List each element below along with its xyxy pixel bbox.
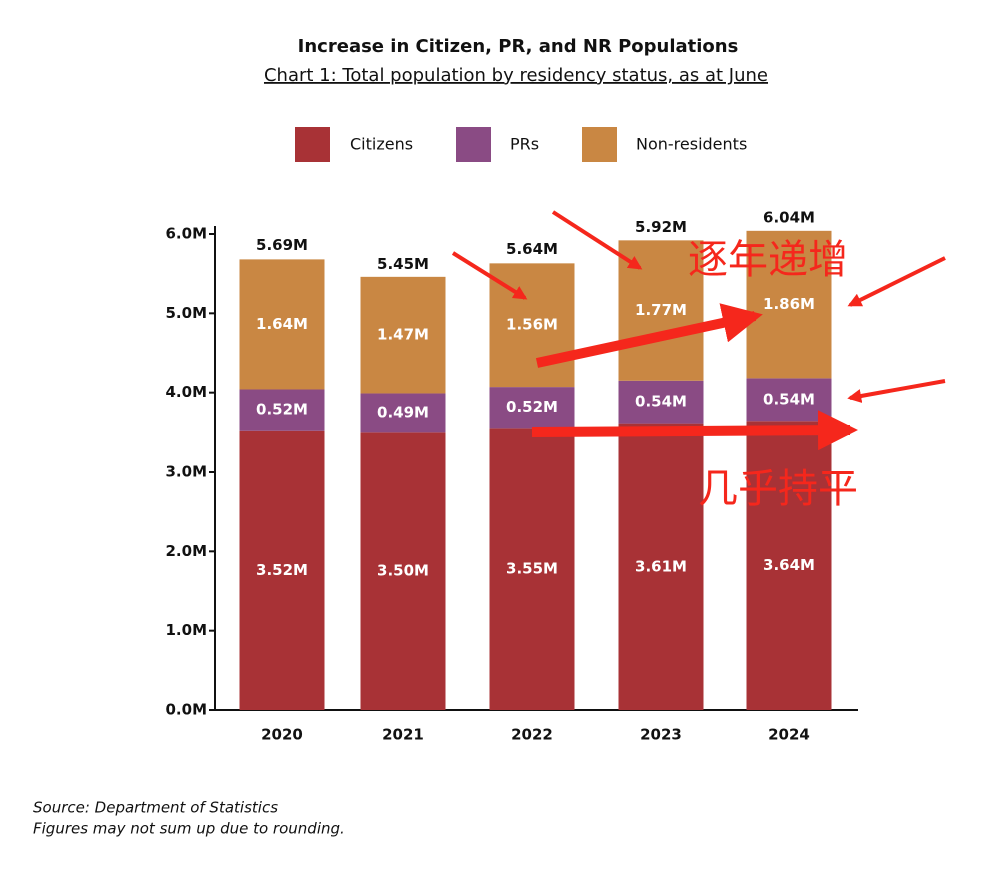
bar-segment [618, 380, 704, 424]
source-note: Source: Department of Statistics [33, 799, 278, 817]
total-label: 5.69M [256, 236, 308, 254]
total-label: 5.64M [506, 240, 558, 258]
value-label: 0.52M [506, 398, 558, 416]
bar-segment [239, 259, 325, 390]
y-tick-label: 5.0M [166, 304, 208, 322]
bar-segment [360, 393, 446, 433]
rounding-note: Figures may not sum up due to rounding. [33, 820, 345, 838]
total-label: 5.92M [635, 218, 687, 236]
value-label: 3.64M [763, 556, 815, 574]
y-tick-label: 6.0M [166, 225, 208, 243]
annotation: 几乎持平 [698, 466, 858, 512]
legend-label: Non-residents [636, 135, 747, 154]
chart-subtitle: Chart 1: Total population by residency s… [264, 65, 768, 86]
value-label: 0.54M [763, 390, 815, 408]
x-tick-label: 2021 [382, 726, 424, 744]
value-label: 1.86M [763, 295, 815, 313]
value-label: 1.56M [506, 316, 558, 334]
value-label: 0.54M [635, 393, 687, 411]
chart-title: Increase in Citizen, PR, and NR Populati… [298, 36, 739, 57]
bar-segment [618, 423, 704, 710]
legend-swatch [582, 127, 617, 162]
y-tick-label: 3.0M [166, 463, 208, 481]
value-label: 1.64M [256, 315, 308, 333]
value-label: 1.47M [377, 326, 429, 344]
value-label: 1.77M [635, 301, 687, 319]
value-label: 3.52M [256, 561, 308, 579]
y-tick-label: 2.0M [166, 542, 208, 560]
bar-segment [489, 387, 575, 429]
annotation: 逐年递增 [688, 237, 848, 283]
x-tick-label: 2020 [261, 726, 303, 744]
value-label: 3.50M [377, 562, 429, 580]
total-label: 6.04M [763, 208, 815, 226]
value-label: 0.52M [256, 401, 308, 419]
bar-segment [360, 432, 446, 710]
value-label: 3.55M [506, 560, 558, 578]
legend-label: Citizens [350, 135, 413, 154]
x-tick-label: 2024 [768, 726, 810, 744]
value-label: 0.49M [377, 403, 429, 421]
x-tick-label: 2022 [511, 726, 553, 744]
bar-segment [239, 430, 325, 710]
x-tick-label: 2023 [640, 726, 682, 744]
bar-segment [746, 421, 832, 710]
y-tick-label: 1.0M [166, 621, 208, 639]
y-tick-label: 0.0M [166, 701, 208, 719]
total-label: 5.45M [377, 255, 429, 273]
bar-segment [746, 378, 832, 422]
arrows [451, 210, 946, 451]
bar-segment [239, 389, 325, 431]
legend-label: PRs [510, 135, 539, 154]
legend-swatch [295, 127, 330, 162]
legend-swatch [456, 127, 491, 162]
bar-segment [489, 428, 575, 710]
bar-segment [360, 276, 446, 394]
value-label: 3.61M [635, 557, 687, 575]
y-tick-label: 4.0M [166, 383, 208, 401]
